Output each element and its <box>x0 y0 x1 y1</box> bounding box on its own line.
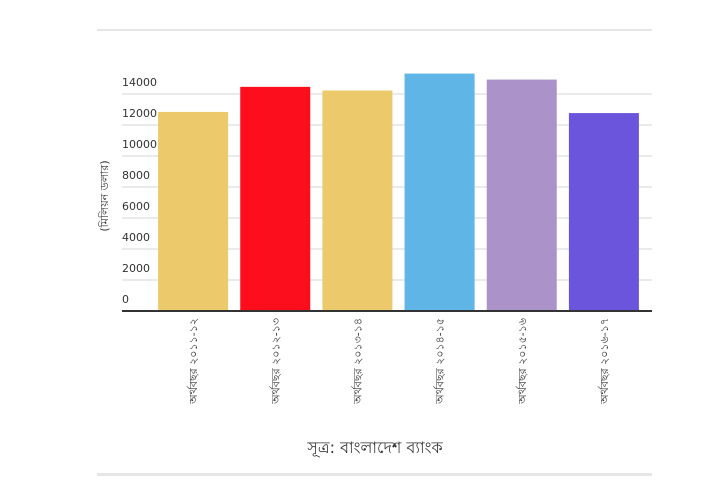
x-tick-label: অর্থবছর ২০১১-১২ <box>187 318 200 405</box>
x-tick-label: অর্থবছর ২০১৫-১৬ <box>516 318 529 405</box>
y-tick-label: 10000 <box>122 138 157 151</box>
source: সূত্র: বাংলাদেশ ব্যাংক <box>306 438 443 458</box>
y-tick-label: 2000 <box>122 262 150 275</box>
y-tick-label: 14000 <box>122 76 157 89</box>
bar <box>158 111 229 311</box>
y-tick-label: 8000 <box>122 169 150 182</box>
top-border <box>97 29 652 31</box>
bar <box>240 86 311 312</box>
x-tick-label: অর্থবছর ২০১২-১৩ <box>269 318 282 405</box>
x-tick-label: অর্থবছর ২০১৩-১৪ <box>351 318 364 405</box>
y-tick-label: 4000 <box>122 231 150 244</box>
bar <box>568 113 639 311</box>
x-tick-label: অর্থবছর ২০১৪-১৫ <box>434 318 447 405</box>
y-tick-label: 0 <box>122 293 129 306</box>
bar <box>486 79 557 311</box>
bottom-border <box>97 473 652 476</box>
y-axis-title: (মিলিয়ন ডলার) <box>98 160 111 231</box>
y-tick-label: 6000 <box>122 200 150 213</box>
bar <box>322 90 393 311</box>
x-tick-label: অর্থবছর ২০১৬-১৭ <box>598 318 611 405</box>
y-tick-label: 12000 <box>122 107 157 120</box>
bar <box>404 73 475 311</box>
